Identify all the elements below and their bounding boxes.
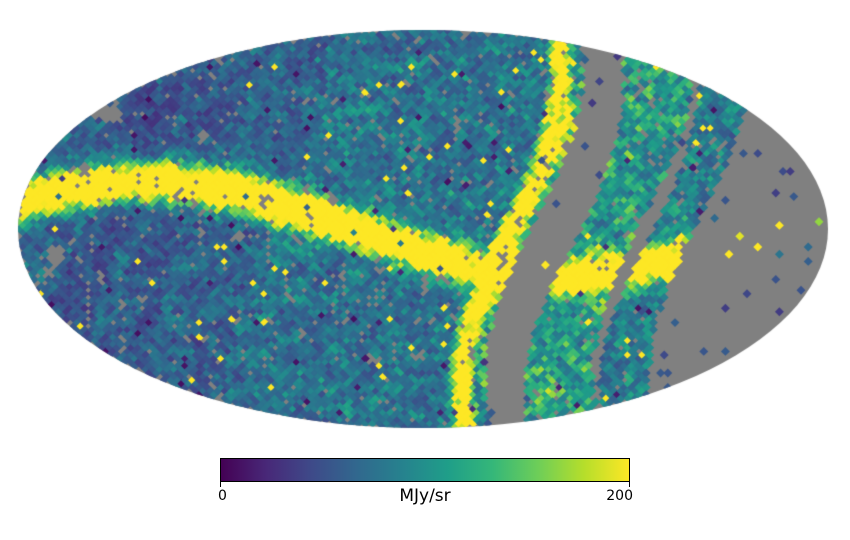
colorbar-tick-min <box>220 482 221 487</box>
colorbar-tick-max <box>629 482 630 487</box>
colorbar: 0 MJy/sr 200 <box>218 458 633 506</box>
colorbar-max-label: 200 <box>606 488 633 504</box>
colorbar-min-label: 0 <box>218 488 227 504</box>
colorbar-unit-label: MJy/sr <box>399 486 451 506</box>
colorbar-gradient <box>220 458 630 482</box>
sky-map-mollweide <box>0 0 850 450</box>
